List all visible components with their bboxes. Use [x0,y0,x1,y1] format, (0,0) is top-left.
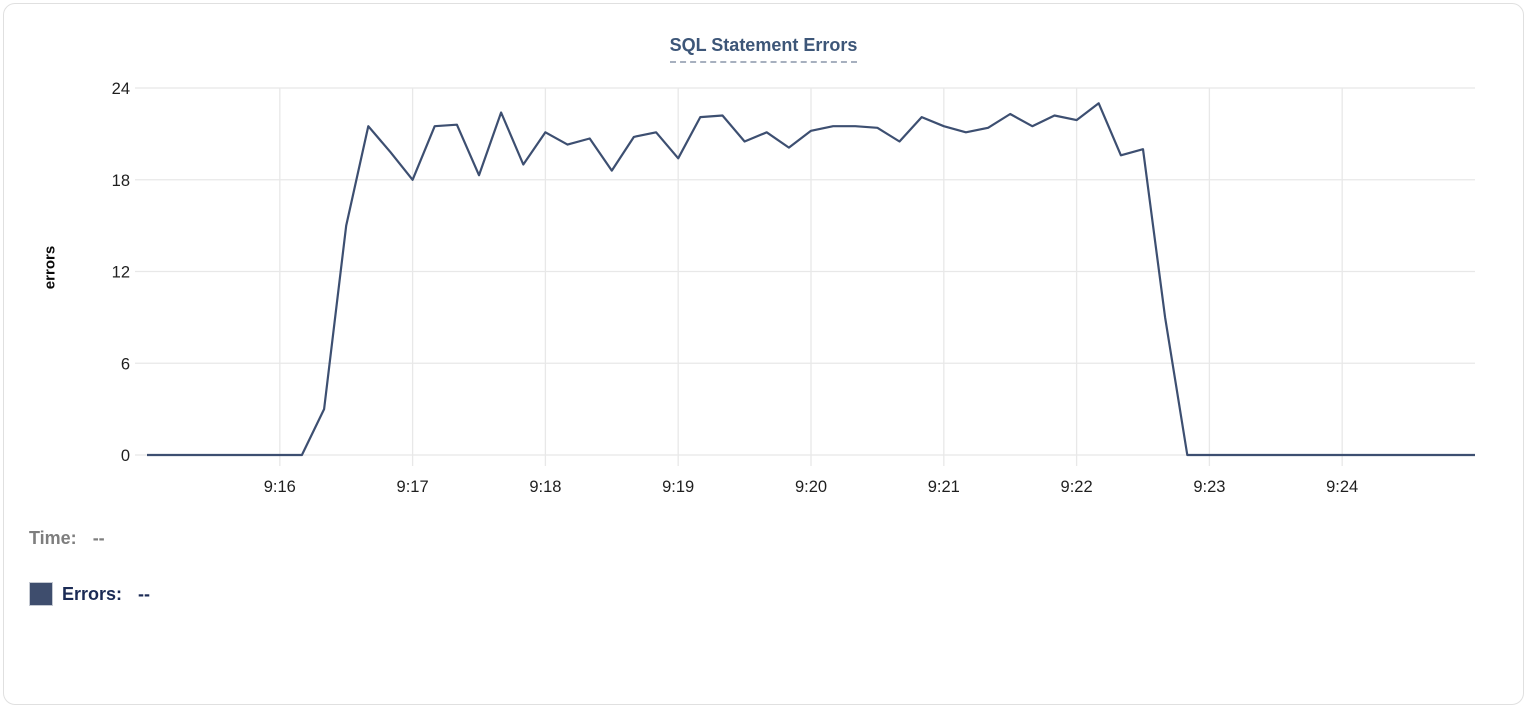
x-tick-label: 9:23 [1193,478,1225,496]
errors-series-line [147,102,1475,457]
x-tick-label: 9:20 [795,478,827,496]
errors-line-chart[interactable]: 0 6 12 18 24 9:16 9:17 9:18 9:19 9:20 9:21 9:22 9:23… [4,4,1528,509]
x-tick-label: 9:21 [928,478,960,496]
legend-errors-value: -- [138,583,151,604]
chart-title-wrap: SQL Statement Errors [4,35,1523,63]
x-tick-label: 9:16 [264,478,296,496]
x-tick-label: 9:24 [1326,478,1358,496]
chart-title[interactable]: SQL Statement Errors [669,35,858,63]
y-tick-label: 12 [112,264,130,282]
chart-gridlines [135,87,1475,466]
y-tick-label: 18 [112,172,130,190]
x-tick-label: 9:18 [529,478,561,496]
legend-errors-row: Errors: -- [29,582,150,606]
axis-tick-labels: 0 6 12 18 24 9:16 9:17 9:18 9:19 9:20 9:21 9:22 9:23… [112,80,1359,496]
chart-card: SQL Statement Errors errors 0 6 12 18 24 9:16… [3,3,1524,705]
y-tick-label: 6 [121,355,130,373]
y-tick-label: 0 [121,447,130,465]
x-tick-label: 9:17 [397,478,429,496]
legend-time-label: Time: [29,528,77,548]
x-tick-label: 9:22 [1061,478,1093,496]
legend-time-value: -- [92,528,105,548]
legend-errors-label: Errors: [62,583,123,604]
errors-series-swatch [29,582,53,606]
y-tick-label: 24 [112,80,130,98]
x-tick-label: 9:19 [662,478,694,496]
legend-time-row: Time: -- [29,528,105,549]
